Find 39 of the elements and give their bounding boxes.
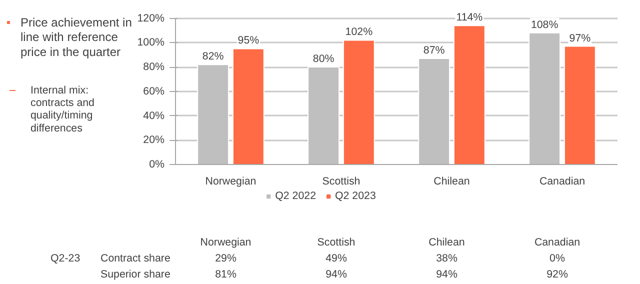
data-label: 80% [312,53,335,66]
category-label: Norwegian [200,236,252,248]
legend-label: Q2 2022 [275,190,316,202]
y-tick-label: 20% [143,134,166,146]
bar [342,40,375,164]
text: 49% [326,252,348,264]
y-tick-label: 60% [143,85,166,98]
text: Price achievement in line with reference price in the quarter [20,16,132,59]
x-tick-label: Chilean [434,176,470,188]
category-label: Scottish [317,236,356,248]
y-tick-label: 80% [143,61,166,74]
text: 94% [436,268,458,280]
data-label: 82% [202,50,224,63]
text: 38% [436,252,458,264]
text: Superior share [100,268,170,280]
data-label: 108% [530,18,559,31]
data-label: 114% [456,12,484,24]
x-tick-label: Scottish [322,176,360,188]
text: Internal mix: contracts and quality/timing differences [30,84,95,134]
category-label: Canadian [534,236,580,248]
y-tick-label: 40% [143,110,166,122]
data-label: 87% [423,44,446,56]
x-tick-label: Norwegian [205,176,256,188]
data-label: 97% [569,32,592,44]
text: 0% [550,252,566,264]
text: Q2-23 [50,252,80,264]
legend-label: Q2 2023 [335,190,376,202]
text: 92% [546,268,568,280]
category-label: Chilean [428,236,465,248]
text: Contract share [100,252,170,264]
data-label: 95% [238,34,260,47]
text: 94% [326,268,348,280]
data-label: 102% [345,26,374,38]
y-tick-label: 100% [137,36,166,49]
y-tick-label: 120% [137,12,166,24]
y-tick-label: 0% [149,158,166,170]
text: 81% [215,268,237,280]
text: 29% [215,252,237,264]
x-tick-label: Canadian [539,176,586,188]
